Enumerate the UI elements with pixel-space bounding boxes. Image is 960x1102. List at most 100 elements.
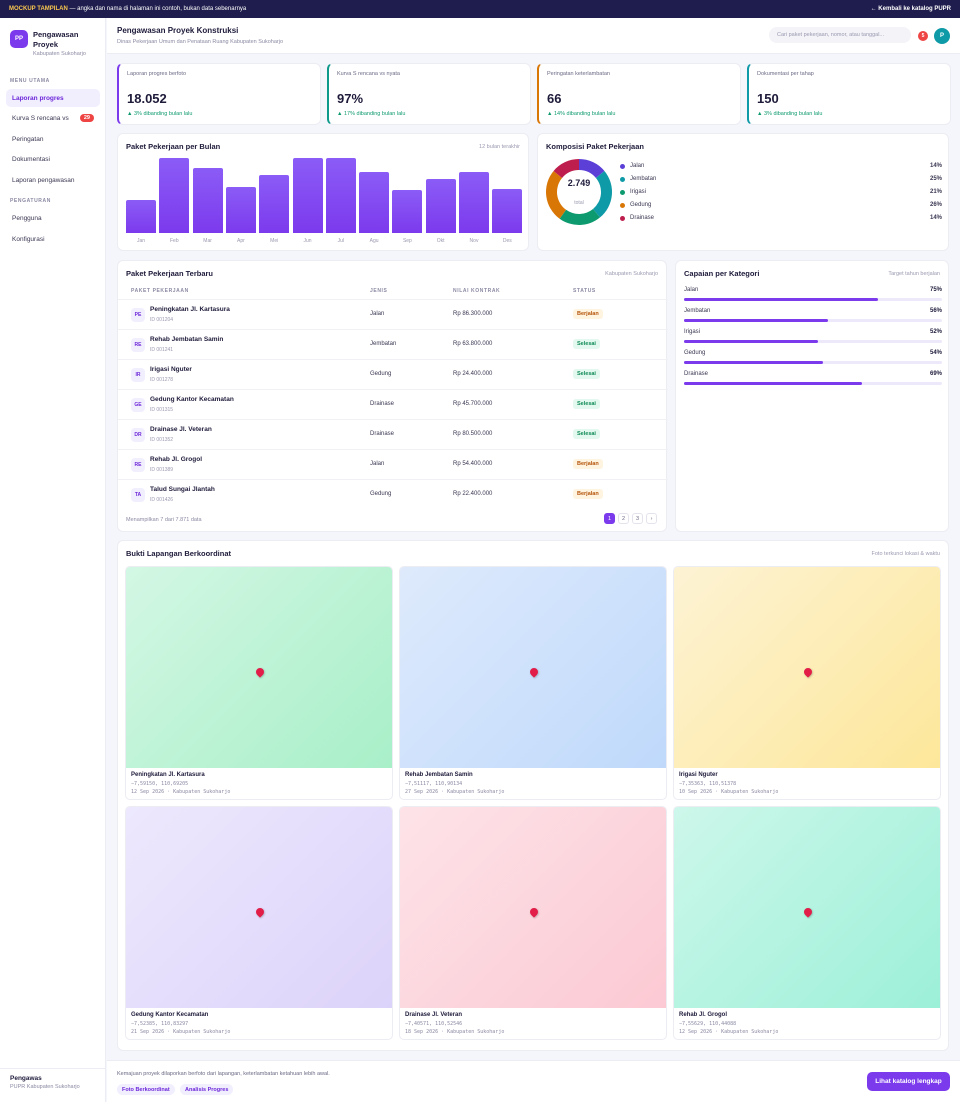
avatar[interactable]: P [934,28,950,44]
package-name: Talud Sungai Jlantah [150,486,215,493]
table-row[interactable]: DR Drainase Jl. Veteran ID 001352 Drainase R… [118,419,668,449]
tick-label: Okt [436,238,445,244]
page-2-button[interactable]: 2 [618,513,629,524]
sidebar-item-peringatan[interactable]: Peringatan [6,130,100,148]
tick-label: Apr [237,238,245,244]
progress-fill [684,382,863,385]
progress-track [684,361,942,364]
category-label: Drainase [684,371,709,377]
tick-label: Agu [369,238,379,244]
stat-value: 150 [757,91,779,106]
legend-item-gedung: Gedung 26% [620,200,942,210]
legend-item-irigasi: Irigasi 21% [620,187,942,197]
recent-packages-card: Paket Pekerjaan Terbaru Kabupaten Sukoha… [117,260,668,532]
table-title: Paket Pekerjaan Terbaru [126,269,213,278]
category-percent: 54% [929,350,942,356]
tick-label: Nov [469,238,479,244]
bar-feb [159,158,190,233]
status-badge: Berjalan [573,489,603,499]
page-1-button[interactable]: 1 [604,513,615,524]
photo-card[interactable]: Rehab Jl. Grogol −7,55629, 110,44088 12 Se… [673,806,941,1040]
notification-badge[interactable]: 5 [918,31,928,41]
photo-card[interactable]: Irigasi Nguter −7,35363, 110,51378 10 Sep … [673,566,941,800]
table-row[interactable]: RE Rehab Jembatan Samin ID 001241 Jembatan R… [118,329,668,359]
chip-foto-berkoordinat[interactable]: Foto Berkoordinat [117,1084,175,1095]
progress-fill [684,298,878,301]
search-input[interactable]: Cari paket pekerjaan, nomor, atau tangga… [769,27,911,43]
donut-slice-gedung [546,170,567,219]
photo-image[interactable] [400,807,666,1008]
tick-label: Jun [303,238,312,244]
photo-image[interactable] [126,807,392,1008]
category-percent: 56% [929,308,942,314]
legend-item-jembatan: Jembatan 25% [620,174,942,184]
progress-track [684,319,942,322]
table-row[interactable]: GE Gedung Kantor Kecamatan ID 001315 Draina… [118,389,668,419]
package-initials: TA [131,488,145,502]
legend-swatch [620,163,625,169]
sidebar-item-konfigurasi[interactable]: Konfigurasi [6,230,100,248]
photo-title: Peningkatan Jl. Kartasura [131,772,205,778]
sidebar: PP Pengawasan Proyek Kabupaten Sukoharjo… [0,18,106,1102]
legend-value: 21% [929,189,942,195]
package-value: Rp 22.400.000 [453,491,493,497]
photo-coordinates: −7,51117, 110,90134 [405,781,463,787]
col-header-nilai: NILAI KONTRAK [453,288,501,294]
legend-value: 14% [929,215,942,221]
table-row[interactable]: IR Irigasi Nguter ID 001278 Gedung Rp 24.400… [118,359,668,389]
package-value: Rp 45.700.000 [453,401,493,407]
package-type: Jalan [370,461,385,467]
package-id: ID 001389 [150,467,174,473]
photo-image[interactable] [400,567,666,768]
table-row[interactable]: RE Rehab Jl. Grogol ID 001389 Jalan Rp 54.40… [118,449,668,479]
table-row[interactable]: TA Talud Sungai Jlantah ID 001426 Gedung Rp … [118,479,668,509]
brand[interactable]: PP Pengawasan Proyek Kabupaten Sukoharjo [10,30,93,57]
package-id: ID 001241 [150,347,174,353]
legend-label: Gedung [630,202,652,208]
page-footer: Kemajuan proyek dilaporkan berfoto dari … [107,1060,960,1102]
donut-chart-title: Komposisi Paket Pekerjaan [546,142,644,151]
package-id: ID 001352 [150,437,174,443]
sidebar-item-label: Konfigurasi [12,235,45,243]
bar-jul [325,158,356,233]
map-pin-icon [528,666,540,678]
category-label: Jembatan [684,308,711,314]
sidebar-item-laporan-pengawasan[interactable]: Laporan pengawasan [6,171,100,189]
bar-okt [425,179,456,233]
bar-mar [192,167,223,233]
page-3-button[interactable]: 3 [632,513,643,524]
photo-card[interactable]: Rehab Jembatan Samin −7,51117, 110,90134 2… [399,566,667,800]
user-role: Pengawas [10,1075,42,1082]
photo-image[interactable] [674,567,940,768]
legend-value: 25% [929,176,942,182]
package-initials: RE [131,458,145,472]
sidebar-item-dokumentasi[interactable]: Dokumentasi [6,150,100,168]
back-to-catalog-link[interactable]: ← Kembali ke katalog PUPR [870,6,951,12]
photo-meta: 12 Sep 2026 · Kabupaten Sukoharjo [131,789,231,795]
bar-chart-title: Paket Pekerjaan per Bulan [126,142,221,151]
col-header-jenis: JENIS [370,288,388,294]
page-subtitle: Dinas Pekerjaan Umum dan Penataan Ruang … [117,39,284,45]
view-catalog-button[interactable]: Lihat katalog lengkap [867,1072,950,1091]
sidebar-item-kurva-s[interactable]: Kurva S rencana vs 29 [6,109,100,127]
photo-image[interactable] [674,807,940,1008]
photo-image[interactable] [126,567,392,768]
mockup-text: — angka dan nama di halaman ini contoh, … [67,6,247,12]
category-label: Irigasi [684,329,701,335]
chip-analisis-progres[interactable]: Analisis Progres [180,1084,234,1095]
photo-card[interactable]: Gedung Kantor Kecamatan −7,52385, 110,832… [125,806,393,1040]
stat-value: 18.052 [127,91,167,106]
photo-card[interactable]: Peningkatan Jl. Kartasura −7,59150, 110,6… [125,566,393,800]
photo-meta: 21 Sep 2026 · Kabupaten Sukoharjo [131,1029,231,1035]
sidebar-item-laporan-progres[interactable]: Laporan progres [6,89,100,107]
package-name: Peningkatan Jl. Kartasura [150,306,230,313]
table-row[interactable]: PE Peningkatan Jl. Kartasura ID 001204 Jala… [118,299,668,329]
map-pin-icon [802,666,814,678]
legend-label: Drainase [630,215,655,221]
sidebar-item-pengguna[interactable]: Pengguna [6,209,100,227]
next-page-button[interactable]: › [646,513,657,524]
package-id: ID 001278 [150,377,174,383]
sidebar-item-label: Kurva S rencana vs [12,114,69,122]
stat-label: Dokumentasi per tahap [757,71,814,77]
photo-card[interactable]: Drainase Jl. Veteran −7,40571, 110,52546 1… [399,806,667,1040]
